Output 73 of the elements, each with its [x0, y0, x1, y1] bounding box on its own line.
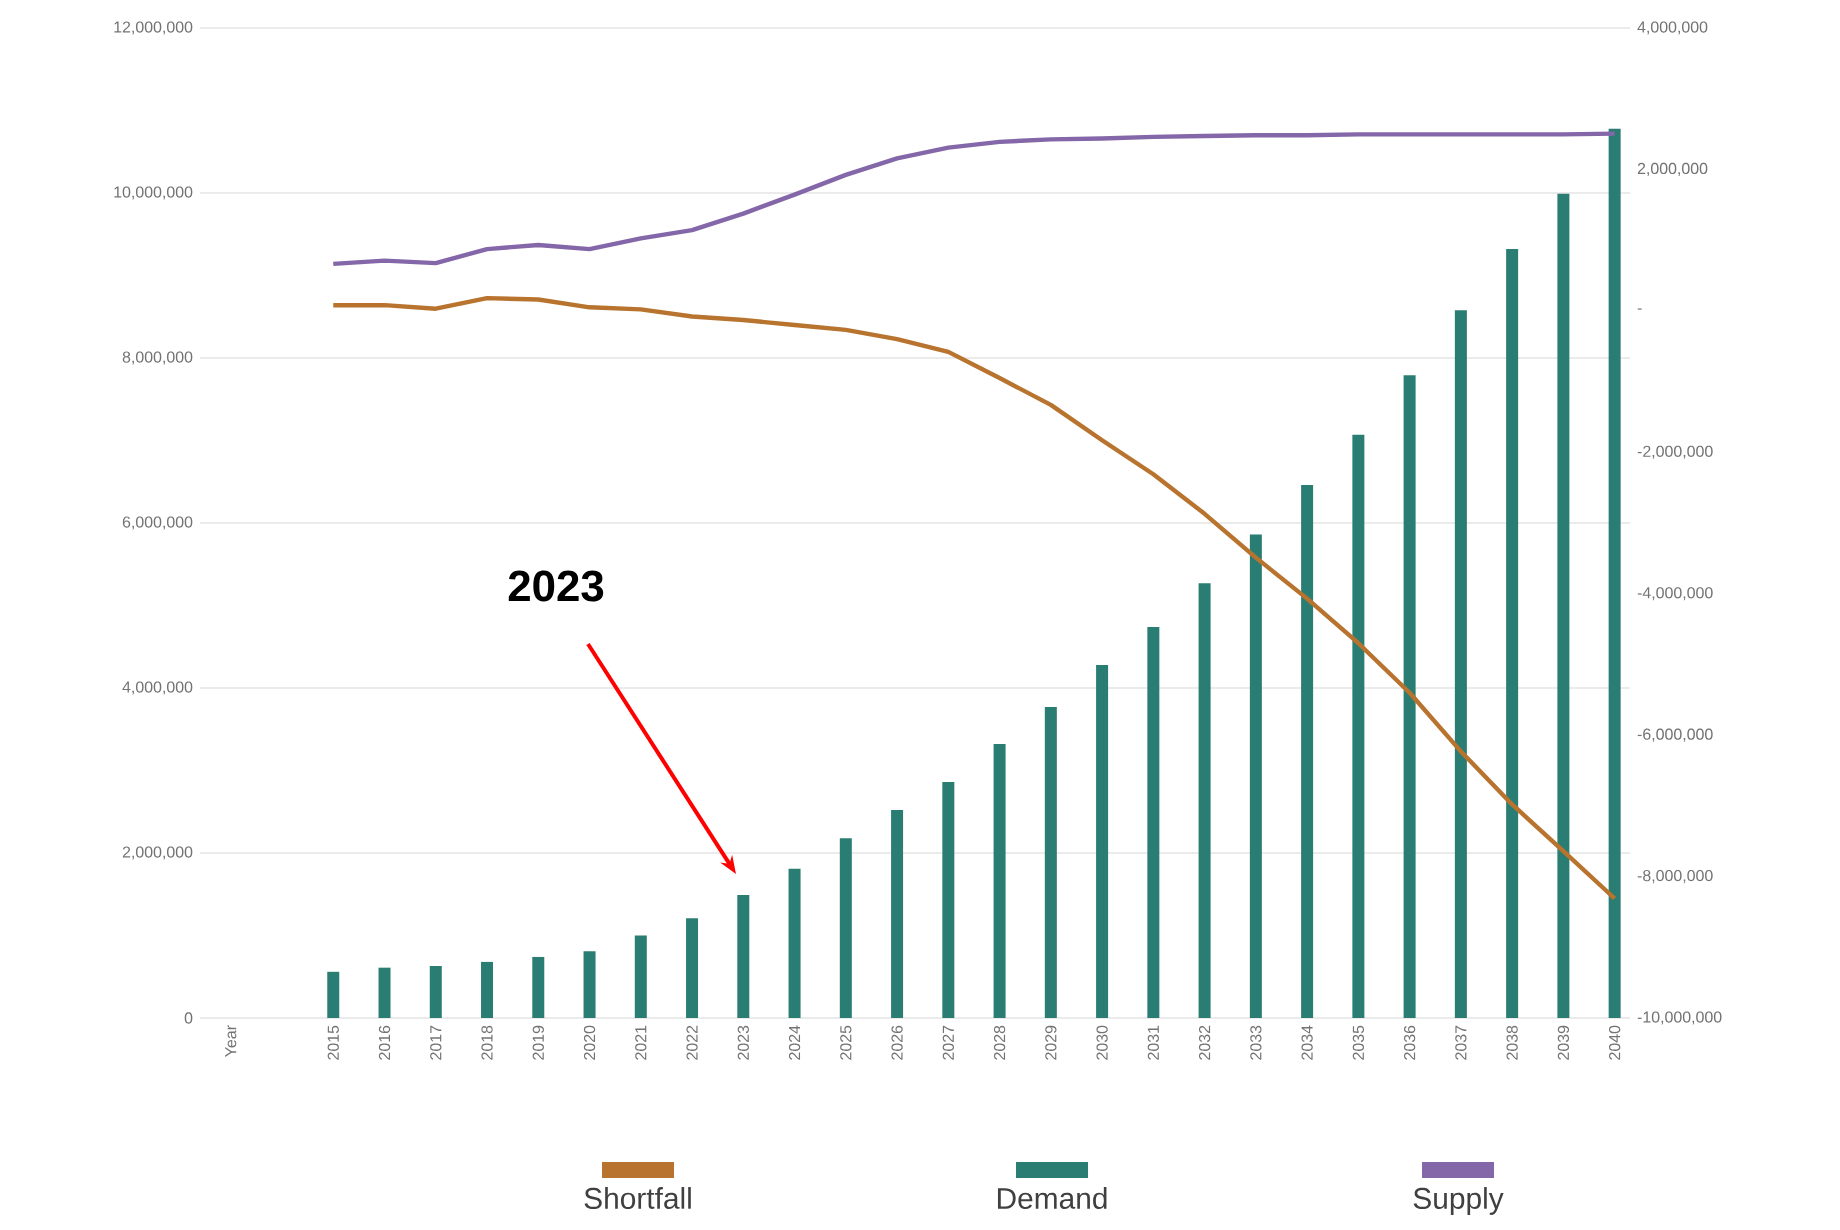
bar	[788, 868, 801, 1018]
x-tick-label: 2025	[840, 1025, 852, 1060]
x-tick-label: 2018	[481, 1025, 493, 1060]
x-tick-label: 2021	[635, 1025, 647, 1060]
bar	[1044, 706, 1057, 1018]
x-tick-label: 2033	[1250, 1025, 1262, 1060]
x-tick-label: Year	[225, 1025, 237, 1057]
annotation: 2023	[508, 570, 604, 602]
y-tick-label: 0	[184, 1012, 193, 1024]
bar	[839, 838, 852, 1018]
x-tick-label: 2015	[327, 1025, 339, 1060]
bar	[993, 744, 1006, 1018]
y2-tick-label: -10,000,000	[1637, 1011, 1722, 1025]
legend-label: Supply	[1413, 1187, 1504, 1215]
x-tick-label: 2036	[1403, 1025, 1416, 1060]
y2-tick-label: -6,000,000	[1637, 728, 1713, 742]
x-tick-label: 2040	[1609, 1025, 1621, 1060]
x-tick-label: 2017	[430, 1025, 442, 1060]
bar	[378, 967, 391, 1018]
bar	[634, 935, 647, 1018]
x-tick-label: 2022	[686, 1025, 698, 1060]
x-tick-label: 2038	[1506, 1025, 1518, 1060]
x-tick-label: 2016	[378, 1025, 391, 1060]
bar	[429, 966, 442, 1018]
y2-tick-label: 2,000,000	[1637, 162, 1708, 176]
legend-label: Demand	[997, 1187, 1107, 1209]
y2-tick-label: -8,000,000	[1637, 869, 1713, 884]
bar	[1608, 128, 1621, 1018]
bar	[686, 918, 699, 1018]
bar	[1096, 664, 1109, 1018]
y-tick-label: 10,000,000	[114, 186, 193, 200]
x-tick-label: 2023	[737, 1025, 749, 1060]
bar	[327, 971, 340, 1018]
bar	[891, 810, 904, 1018]
bar	[1249, 534, 1262, 1018]
bar	[1557, 193, 1570, 1018]
x-tick-label: 2028	[993, 1025, 1006, 1060]
x-tick-label: 2034	[1301, 1025, 1313, 1060]
y-tick-label: 4,000,000	[122, 681, 193, 695]
y2-tick-label: -2,000,000	[1637, 445, 1713, 459]
x-tick-label: 2027	[942, 1025, 954, 1060]
x-tick-label: 2035	[1352, 1025, 1365, 1060]
bar	[1198, 583, 1211, 1018]
bar	[737, 895, 750, 1018]
y2-tick-label: -	[1637, 308, 1642, 310]
x-tick-label: 2019	[532, 1025, 544, 1060]
y2-tick-label: -4,000,000	[1637, 587, 1713, 601]
bar	[481, 961, 494, 1018]
bar	[583, 951, 596, 1018]
bar	[1147, 626, 1160, 1018]
y2-tick-label: 4,000,000	[1637, 21, 1708, 35]
y-tick-label: 8,000,000	[122, 351, 193, 365]
bar	[1352, 434, 1365, 1018]
legend-label: Shortfall	[584, 1187, 691, 1209]
x-tick-label: 2024	[788, 1025, 801, 1060]
x-tick-label: 2037	[1455, 1025, 1467, 1060]
bar	[1506, 249, 1519, 1018]
bar	[1301, 485, 1314, 1018]
bar	[942, 782, 955, 1018]
y-tick-label: 12,000,000	[114, 21, 193, 35]
bar	[532, 956, 545, 1018]
x-tick-label: 2039	[1557, 1025, 1570, 1060]
x-tick-label: 2029	[1045, 1025, 1057, 1060]
x-tick-label: 2020	[583, 1025, 596, 1060]
bar	[1403, 375, 1416, 1018]
x-tick-label: 2026	[891, 1025, 903, 1060]
x-tick-label: 2032	[1198, 1025, 1211, 1060]
y-tick-label: 6,000,000	[122, 516, 193, 530]
y-tick-label: 2,000,000	[122, 846, 193, 860]
x-tick-label: 2030	[1096, 1025, 1108, 1060]
line-series	[331, 295, 1617, 901]
x-tick-label: 2031	[1147, 1025, 1159, 1060]
bar	[1454, 310, 1467, 1018]
